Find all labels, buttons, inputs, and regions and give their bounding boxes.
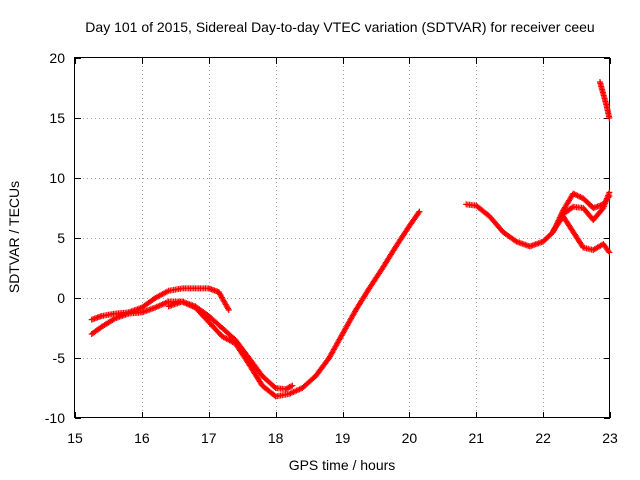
series-track-5 [550,213,613,256]
x-tick-label: 15 [67,430,83,446]
data-point [606,249,613,256]
x-tick-label: 16 [134,430,150,446]
data-point [225,307,232,313]
plot-frame [74,57,610,418]
y-tick-label: 5 [57,230,65,246]
x-tick-labels: 15 16 17 18 19 20 21 22 23 [67,430,618,446]
x-tick-label: 23 [602,430,618,446]
series-track-1 [88,285,232,323]
x-tick-label: 19 [335,430,351,446]
y-axis-label: SDTVAR / TECUs [6,181,22,293]
y-tick-label: -5 [53,350,66,366]
data-point [225,305,232,312]
grid [75,58,610,418]
data-point [271,383,278,390]
x-axis-label: GPS time / hours [289,457,396,473]
data-point [416,208,423,215]
y-tick-labels: -10 -5 0 5 10 15 20 [45,50,65,426]
x-tick-label: 18 [268,430,284,446]
data-point [110,316,117,323]
chart-title: Day 101 of 2015, Sidereal Day-to-day VTE… [85,19,594,35]
data-point [606,115,613,121]
series-track-4 [463,190,613,250]
series-track-6 [560,189,613,223]
y-tick-label: 10 [49,170,65,186]
x-tick-label: 17 [201,430,217,446]
data-point [288,383,295,390]
data-point [606,189,613,196]
x-tick-label: 20 [402,430,418,446]
data-point [415,209,422,216]
series-track-3 [165,208,423,400]
y-tick-label: -10 [45,410,65,426]
series-track-7 [596,79,613,121]
y-tick-label: 15 [49,110,65,126]
data-marks [88,79,613,400]
x-tick-label: 21 [468,430,484,446]
y-tick-label: 0 [57,290,65,306]
data-point [289,382,296,389]
y-tick-label: 20 [49,50,65,66]
x-tick-label: 22 [535,430,551,446]
